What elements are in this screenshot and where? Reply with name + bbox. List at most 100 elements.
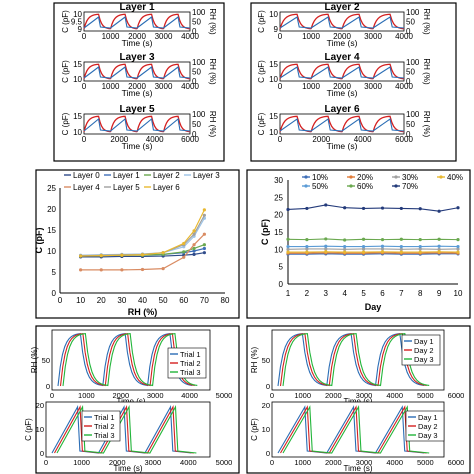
data-point xyxy=(343,247,347,251)
y2-axis-label: RH (%) xyxy=(208,8,217,35)
plot-title: Layer 4 xyxy=(324,52,359,63)
rh-series-line xyxy=(83,115,191,133)
x-tick-label: 0 xyxy=(278,32,283,41)
y-tick-label: 0 xyxy=(46,382,50,391)
x-tick-label: 5000 xyxy=(417,458,434,467)
data-point xyxy=(380,206,385,210)
capacitance-series-line xyxy=(279,118,405,132)
y-tick-label: 20 xyxy=(47,205,56,214)
plot-area xyxy=(83,11,191,32)
data-point xyxy=(380,238,385,242)
legend-label: Day 1 xyxy=(418,413,438,422)
y2-tick-label: 0 xyxy=(406,130,411,139)
panel-frame-4 xyxy=(246,169,471,319)
x-tick-label: 2000 xyxy=(325,391,342,400)
y-tick-label: 30 xyxy=(274,176,283,185)
y2-tick-label: 0 xyxy=(406,77,411,86)
x-tick-label: 30 xyxy=(117,296,126,305)
legend-label: 10% xyxy=(312,173,328,182)
plot-title: Layer 3 xyxy=(119,52,154,63)
x-tick-label: 1000 xyxy=(294,391,311,400)
x-tick-label: 8 xyxy=(418,289,423,298)
x-tick-label: 50 xyxy=(159,296,168,305)
data-point xyxy=(286,250,290,254)
data-point xyxy=(343,244,347,249)
legend-label: 50% xyxy=(312,182,328,191)
data-point xyxy=(182,241,186,246)
y-tick-label: 9.5 xyxy=(71,18,83,27)
x-tick-label: 10 xyxy=(454,289,463,298)
data-point xyxy=(380,250,385,254)
y-axis-label: RH (%) xyxy=(250,347,259,374)
x-tick-label: 60 xyxy=(179,296,188,305)
x-axis-label: Day xyxy=(365,302,382,312)
data-point xyxy=(79,268,83,272)
y-axis-label: C (pF) xyxy=(24,418,33,441)
legend-label: 60% xyxy=(357,182,373,191)
y-tick-label: 20 xyxy=(262,401,270,410)
data-point xyxy=(202,243,206,247)
x-tick-label: 40 xyxy=(138,296,147,305)
legend-label: Layer 3 xyxy=(193,171,220,180)
legend-label: Layer 1 xyxy=(113,171,140,180)
rh-series-line xyxy=(279,13,405,30)
data-point xyxy=(380,244,385,248)
y-tick-label: 15 xyxy=(73,112,82,121)
data-point xyxy=(286,237,290,241)
data-point xyxy=(140,267,145,272)
data-point xyxy=(456,250,460,254)
x-tick-label: 9 xyxy=(437,289,442,298)
data-point xyxy=(361,250,366,254)
y-tick-label: 50 xyxy=(42,356,50,365)
legend-label: Day 3 xyxy=(414,355,434,364)
y-tick-label: 20 xyxy=(36,401,44,410)
legend-label: 20% xyxy=(357,173,373,182)
series-70pct xyxy=(286,203,460,213)
series-line-day-1 xyxy=(277,405,425,454)
capacitance-cycle-chart-3: 0 1000 2000 3000 4000 5000 Time (s) 0 10 20C (pF)… xyxy=(24,401,232,473)
x-axis-label: Time (s) xyxy=(327,38,358,48)
x-axis-label: Time (s) xyxy=(116,397,145,406)
y-axis-label: C (pF) xyxy=(61,10,70,33)
x-tick-label: 0 xyxy=(270,391,274,400)
x-tick-label: 1000 xyxy=(73,458,90,467)
y-tick-label: 20 xyxy=(274,211,283,220)
y-tick-label: 15 xyxy=(269,60,278,69)
y-tick-label: 10 xyxy=(36,425,44,434)
c-vs-rh-chart: 0 10 20 30 40 50 60 70 80 0 5 10 15 20 25 RH (%) C (pF) L… xyxy=(34,171,230,317)
legend-label: 30% xyxy=(402,173,418,182)
x-tick-label: 2000 xyxy=(333,82,351,91)
legend: 10% 20% 30% 40% 50% 60% 70% xyxy=(302,173,463,191)
y-axis-label: RH (%) xyxy=(30,347,39,374)
x-tick-label: 2 xyxy=(305,289,310,298)
data-point xyxy=(456,244,460,249)
y-tick-label: 50 xyxy=(262,356,270,365)
x-tick-label: 1000 xyxy=(294,458,311,467)
x-tick-label: 6000 xyxy=(395,135,413,144)
x-tick-label: 3000 xyxy=(155,32,173,41)
series-layer-4 xyxy=(79,232,206,272)
x-tick-label: 6000 xyxy=(448,391,465,400)
x-tick-label: 4000 xyxy=(386,391,403,400)
data-point xyxy=(79,254,83,258)
y-tick-label: 9 xyxy=(274,25,279,34)
x-tick-label: 1000 xyxy=(78,391,95,400)
x-tick-label: 7 xyxy=(399,289,404,298)
series-line-day-3 xyxy=(282,332,430,387)
data-point xyxy=(192,229,196,233)
legend-label: Day 3 xyxy=(418,431,438,440)
x-tick-label: 3000 xyxy=(155,82,173,91)
rh-series-line xyxy=(83,63,191,80)
legend-label: Layer 0 xyxy=(73,171,100,180)
series-layer-6 xyxy=(79,208,206,258)
data-point xyxy=(305,244,309,249)
data-point xyxy=(305,206,309,211)
data-point xyxy=(286,244,290,249)
x-axis-label: Time (s) xyxy=(122,141,153,151)
panel-frame-1 xyxy=(53,2,225,162)
series-40pct xyxy=(286,250,460,254)
